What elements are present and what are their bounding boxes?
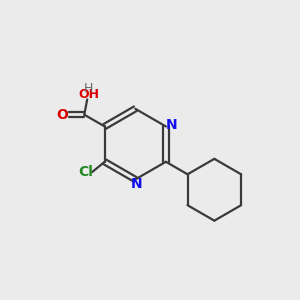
Text: H: H [84, 82, 93, 95]
Text: N: N [165, 118, 177, 132]
Text: N: N [131, 177, 142, 191]
Text: O: O [56, 108, 68, 122]
Text: Cl: Cl [78, 165, 93, 179]
Text: OH: OH [78, 88, 99, 101]
